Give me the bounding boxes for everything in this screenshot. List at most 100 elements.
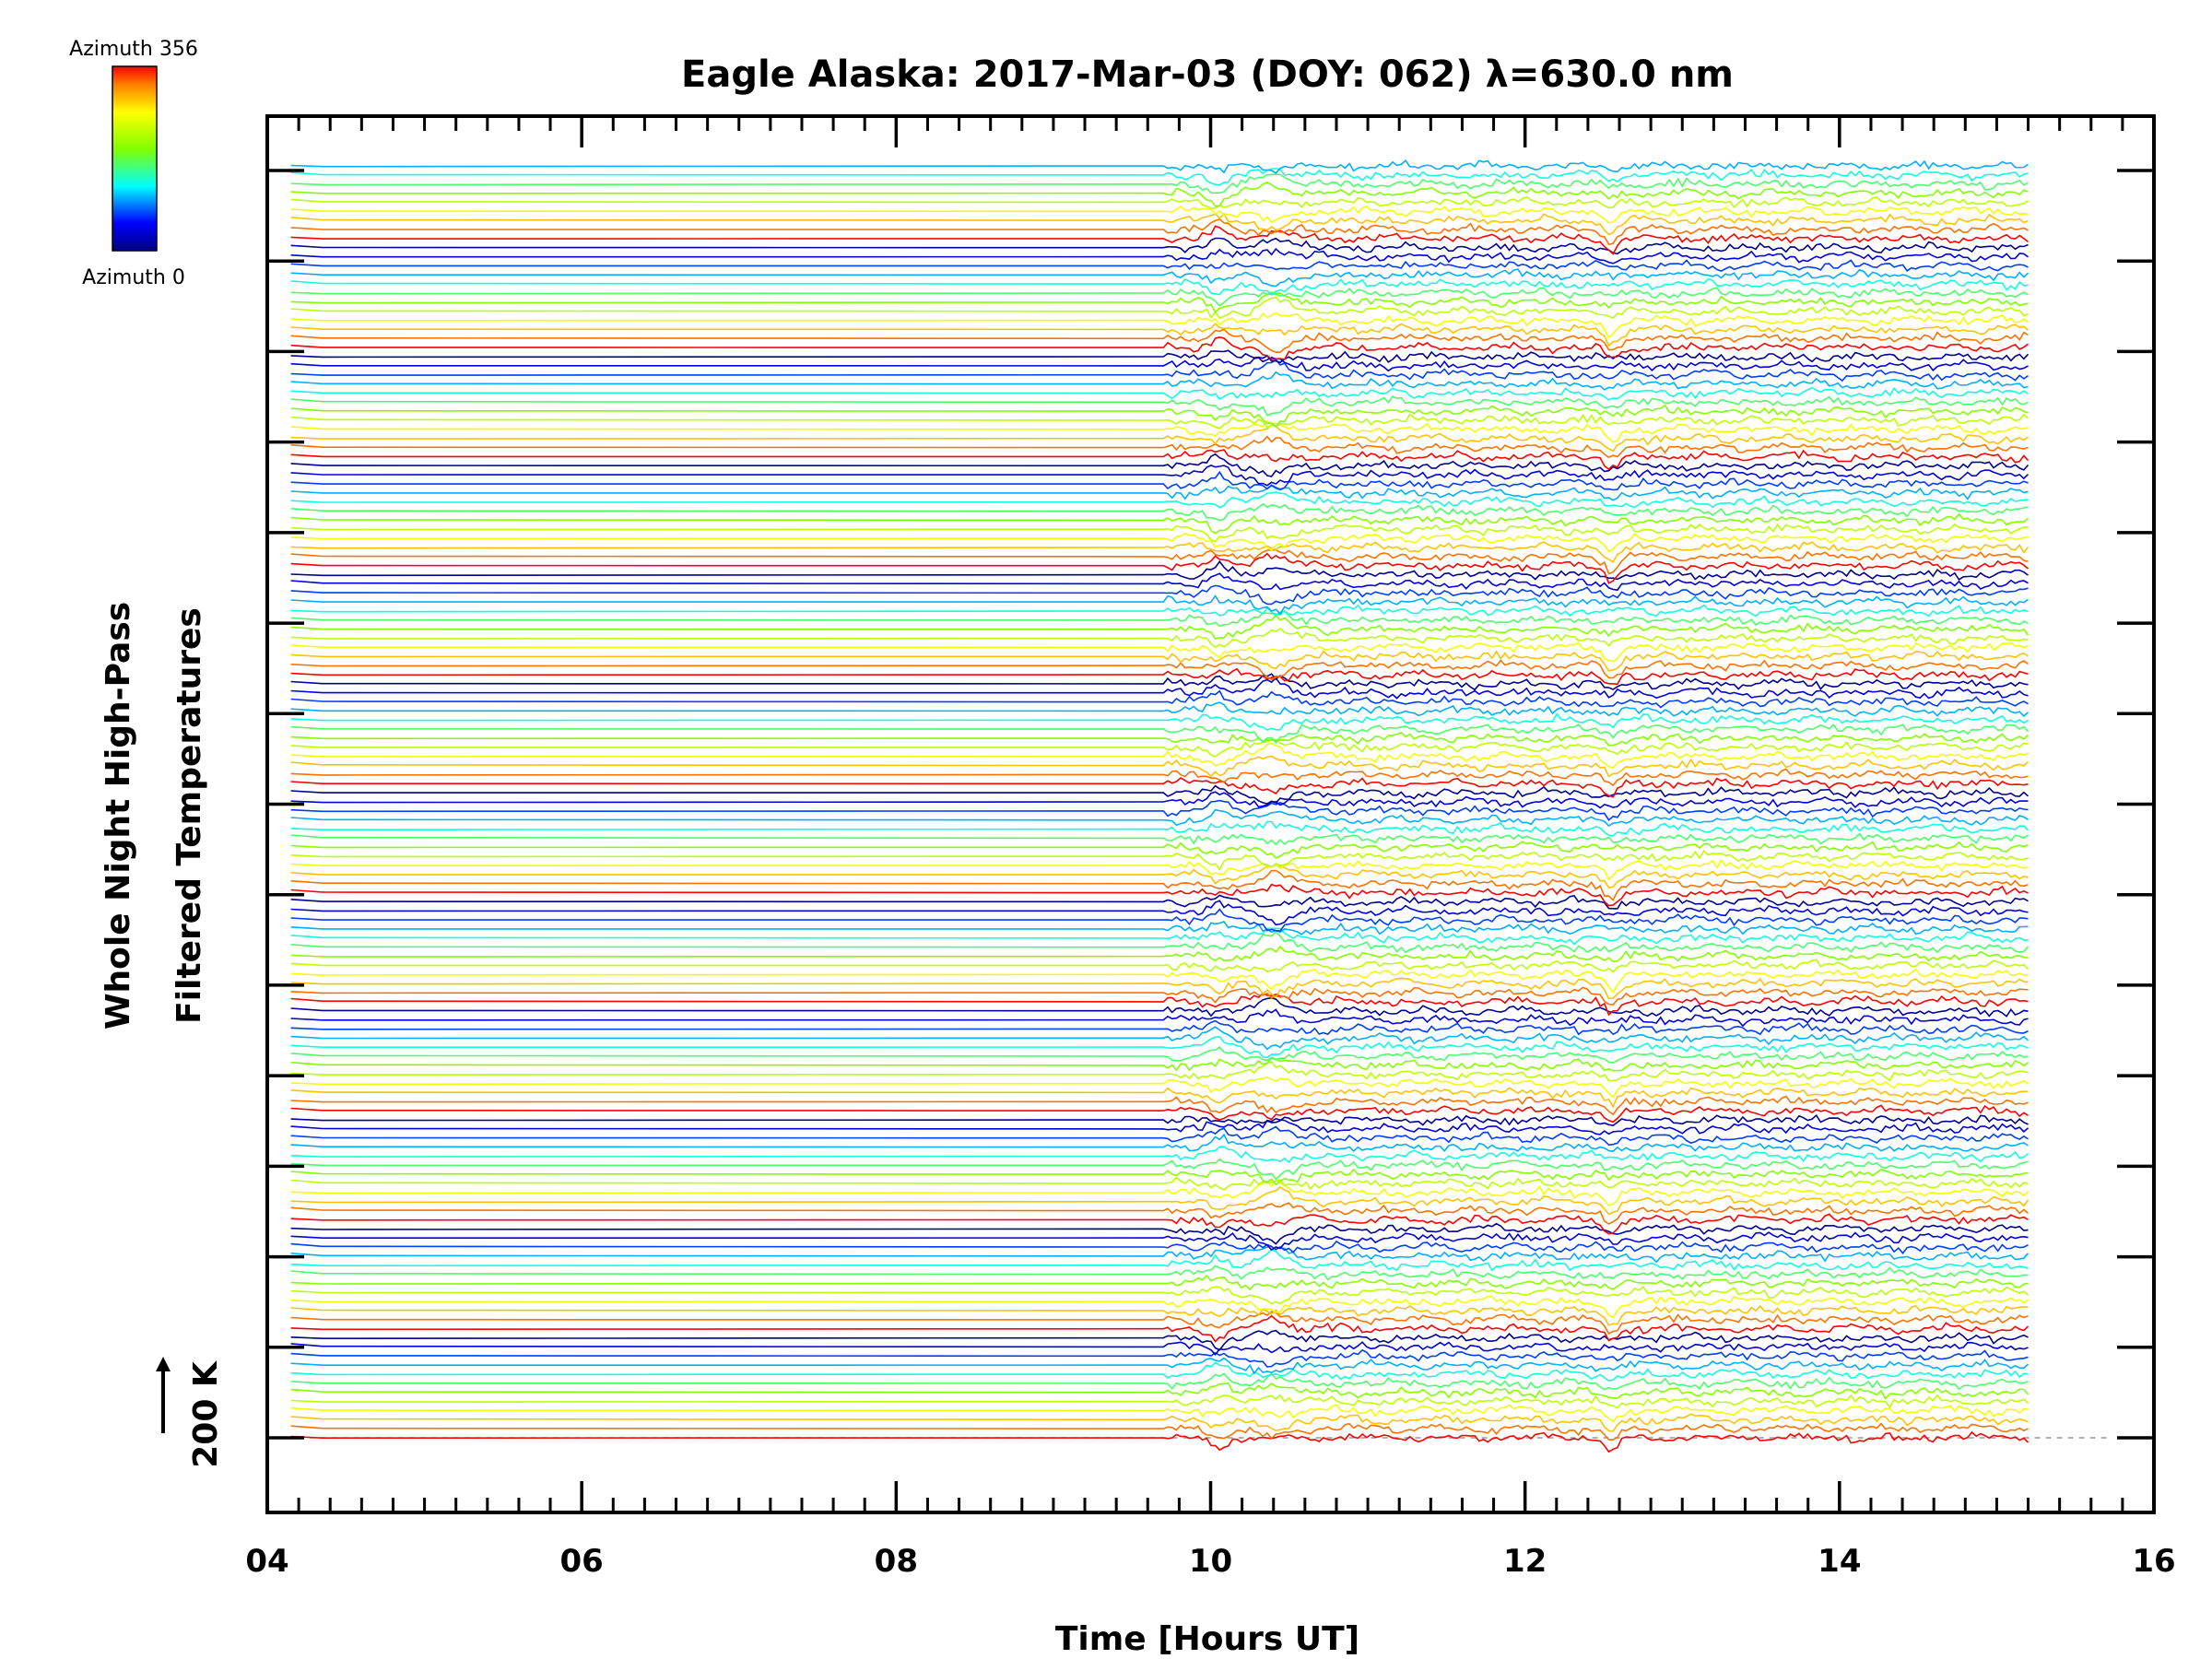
series-line [290, 883, 2029, 907]
series-line [290, 1341, 2029, 1356]
series-line [290, 920, 2029, 935]
series-line [290, 1026, 2030, 1051]
colorbar: Azimuth 356 Azimuth 0 [69, 38, 198, 289]
series-line [290, 594, 2029, 616]
series-line [290, 212, 2029, 236]
x-tick-label: 12 [1503, 1543, 1547, 1580]
series-line [290, 1231, 2029, 1252]
series-line [290, 1168, 2029, 1186]
series-line [290, 738, 2029, 758]
series-line [290, 237, 2029, 255]
x-tick-label: 10 [1189, 1543, 1232, 1580]
series-line [290, 181, 2029, 207]
series-line [290, 996, 2029, 1018]
series-line [290, 849, 2029, 871]
series-line [290, 512, 2029, 535]
series-line [290, 820, 2030, 837]
series-line [290, 968, 2029, 994]
series-line [290, 1394, 2030, 1409]
plot-area: 04 06 08 10 12 14 16 [245, 114, 2176, 1580]
series-line [290, 1176, 2029, 1191]
series-line [290, 1185, 2030, 1216]
series-line [290, 1245, 2030, 1264]
series-line [290, 277, 2029, 297]
series-line [290, 808, 2029, 828]
series-line [290, 1046, 2029, 1064]
series-line [290, 677, 2029, 700]
series-line [290, 1061, 2029, 1082]
series-line [290, 1179, 2030, 1207]
series-line [290, 604, 2029, 618]
series-line [290, 689, 2029, 709]
scale-arrow-head [156, 1357, 171, 1371]
series-line [290, 419, 2029, 443]
series-line [290, 986, 2029, 1006]
series-line [290, 312, 2029, 339]
y-axis-label-line2: Filtered Temperatures [171, 607, 208, 1024]
series-line [290, 1329, 2029, 1351]
series-line [290, 470, 2029, 491]
series-line [290, 195, 2029, 209]
series-line [290, 977, 2029, 1000]
series-line [290, 584, 2029, 606]
series-line [290, 532, 2029, 553]
series-line [290, 1248, 2029, 1272]
series-line [290, 349, 2030, 364]
chart-title: Eagle Alaska: 2017-Mar-03 (DOY: 062) λ=6… [681, 53, 1734, 96]
series-line [290, 959, 2030, 973]
series-line [290, 1057, 2029, 1072]
series-line [290, 225, 2029, 255]
series-line [290, 930, 2030, 954]
series-line [290, 1295, 2030, 1319]
x-tick-label: 16 [2132, 1543, 2175, 1580]
series-line [290, 291, 2029, 313]
series-line [290, 777, 2029, 798]
scale-indicator: 200 K [156, 1357, 225, 1468]
series-line [290, 858, 2029, 881]
series-line [290, 1372, 2029, 1391]
series-line [290, 386, 2029, 401]
series-line [290, 1348, 2029, 1368]
series-line [290, 1274, 2029, 1291]
series-line [290, 449, 2030, 471]
series-line [290, 356, 2029, 372]
series-line [290, 1133, 2029, 1153]
series-line [290, 993, 2029, 1017]
series-line [290, 435, 2029, 459]
series-line [290, 1357, 2030, 1375]
series-line [290, 1382, 2030, 1400]
series-line [290, 614, 2030, 641]
series-line [290, 1430, 2030, 1453]
series-line [290, 701, 2030, 718]
series-line [290, 559, 2029, 582]
series-line [290, 1113, 2029, 1127]
series-line [290, 1076, 2029, 1099]
x-tick-label: 06 [560, 1543, 604, 1580]
x-tick-label: 08 [875, 1543, 918, 1580]
series-line [290, 1413, 2029, 1432]
series-line [290, 328, 2029, 354]
series-line [290, 259, 2029, 273]
series-line [290, 572, 2029, 592]
series-line [290, 673, 2029, 691]
x-tick-label: 14 [1818, 1543, 1861, 1580]
series-line [290, 641, 2029, 663]
series-line [290, 552, 2030, 584]
series-line [290, 650, 2029, 672]
series-line [290, 523, 2029, 543]
series-line [290, 168, 2029, 186]
series-line [290, 1240, 2029, 1254]
series-line [290, 453, 2030, 477]
series-line [290, 465, 2030, 487]
series-group [290, 159, 2030, 1453]
series-line [290, 1104, 2029, 1124]
series-line [290, 945, 2029, 963]
series-line [290, 371, 2029, 391]
series-line [290, 667, 2029, 686]
series-line [290, 1008, 2029, 1028]
series-line [290, 627, 2029, 649]
series-line [290, 491, 2029, 509]
x-tick-label: 04 [245, 1543, 288, 1580]
series-line [290, 712, 2029, 731]
series-line [290, 173, 2029, 194]
